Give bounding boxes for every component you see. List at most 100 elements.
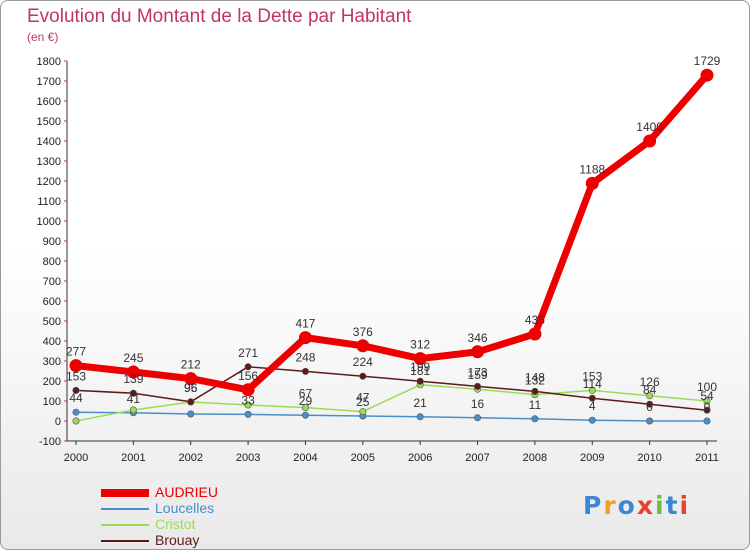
data-label-audrieu-2000: 277	[66, 345, 86, 359]
data-label-audrieu-2005: 376	[353, 325, 373, 339]
x-tick-label-2001: 2001	[121, 452, 145, 464]
point-loucelles-2007	[474, 414, 482, 422]
point-audrieu-2004	[298, 331, 312, 345]
data-label-audrieu-2006: 312	[410, 338, 430, 352]
data-label-loucelles-2000: 44	[69, 391, 83, 405]
y-tick-label-600: 600	[43, 296, 61, 308]
point-audrieu-2000	[69, 359, 83, 373]
y-tick-label-1700: 1700	[37, 76, 61, 88]
point-brouay-2004	[301, 367, 309, 375]
data-label-loucelles-2005: 25	[356, 395, 370, 409]
y-tick-label-1000: 1000	[37, 216, 61, 228]
point-audrieu-2005	[356, 339, 370, 353]
x-tick-label-2005: 2005	[351, 452, 375, 464]
data-label-cristot-2007: 159	[468, 368, 488, 382]
x-tick-label-2010: 2010	[637, 452, 661, 464]
data-label-brouay-2006: 199	[410, 360, 430, 374]
y-tick-label-900: 900	[43, 236, 61, 248]
y-tick-label-100: 100	[43, 396, 61, 408]
data-label-audrieu-2011: 1729	[694, 54, 721, 68]
chart-subtitle: (en €)	[27, 30, 59, 44]
y-tick-label-1300: 1300	[37, 156, 61, 168]
point-audrieu-2011	[700, 68, 714, 82]
y-tick-label-700: 700	[43, 276, 61, 288]
series-line-brouay	[75, 366, 708, 411]
data-label-cristot-2006: 181	[410, 364, 430, 378]
data-label-loucelles-2011: 0	[704, 400, 711, 414]
legend-label-brouay: Brouay	[155, 532, 200, 548]
y-tick-label-1200: 1200	[37, 176, 61, 188]
x-tick-label-2003: 2003	[236, 452, 260, 464]
data-label-brouay-2011: 54	[700, 389, 714, 403]
x-tick-label-2007: 2007	[465, 452, 489, 464]
data-label-brouay-2009: 114	[583, 377, 602, 391]
y-tick-label-200: 200	[43, 376, 61, 388]
data-label-brouay-2005: 224	[353, 355, 373, 369]
data-label-audrieu-2009: 1188	[579, 162, 605, 176]
point-brouay-2002	[187, 398, 195, 406]
data-label-brouay-2010: 84	[643, 383, 657, 397]
x-tick-label-2008: 2008	[523, 452, 547, 464]
y-tick-label-400: 400	[43, 336, 61, 348]
legend-swatch-loucelles	[101, 508, 149, 510]
x-tick-label-2004: 2004	[293, 452, 317, 464]
point-brouay-2009	[588, 394, 596, 402]
legend-label-audrieu: AUDRIEU	[155, 484, 219, 500]
y-tick-label-1400: 1400	[37, 136, 61, 148]
series-line-cristot	[75, 384, 708, 422]
chart-title: Evolution du Montant de la Dette par Hab…	[27, 6, 412, 27]
y-tick-label--100: -100	[39, 436, 61, 448]
data-label-loucelles-2007: 16	[471, 397, 485, 411]
data-label-loucelles-2006: 21	[414, 396, 428, 410]
y-tick-label-1500: 1500	[37, 116, 61, 128]
data-label-audrieu-2008: 435	[525, 313, 545, 327]
point-audrieu-2008	[528, 327, 542, 341]
data-label-cristot-2009: 153	[582, 369, 602, 383]
data-label-audrieu-2004: 417	[295, 317, 315, 331]
legend-swatch-brouay	[101, 540, 149, 542]
data-label-audrieu-2010: 1400	[636, 120, 663, 134]
y-tick-label-1600: 1600	[37, 96, 61, 108]
y-tick-label-1800: 1800	[37, 56, 61, 68]
x-tick-label-2011: 2011	[695, 452, 719, 464]
point-cristot-2001	[129, 406, 137, 414]
data-label-brouay-2004: 248	[295, 350, 315, 364]
data-label-loucelles-2010: 0	[646, 400, 653, 414]
x-tick-label-2006: 2006	[408, 452, 432, 464]
data-label-audrieu-2003: 156	[238, 369, 258, 383]
data-label-cristot-2005: 47	[356, 391, 370, 405]
data-label-loucelles-2009: 4	[589, 399, 596, 413]
data-label-cristot-2004: 67	[299, 387, 313, 401]
point-audrieu-2009	[585, 176, 599, 190]
point-brouay-2010	[646, 400, 654, 408]
data-label-cristot-2011: 100	[697, 380, 717, 394]
point-cristot-2009	[588, 386, 596, 394]
data-label-audrieu-2002: 212	[181, 358, 201, 372]
point-brouay-2000	[72, 386, 80, 394]
point-brouay-2011	[703, 406, 711, 414]
y-tick-label-1100: 1100	[37, 196, 61, 208]
point-cristot-2003	[244, 401, 252, 409]
legend-label-cristot: Cristot	[155, 516, 196, 532]
legend-label-loucelles: Loucelles	[155, 500, 215, 516]
point-audrieu-2010	[643, 134, 657, 148]
legend-swatch-audrieu	[101, 489, 149, 497]
point-brouay-2008	[531, 387, 539, 395]
data-label-brouay-2000: 153	[66, 369, 86, 383]
point-audrieu-2001	[126, 365, 140, 379]
data-label-loucelles-2001: 41	[127, 392, 141, 406]
point-loucelles-2008	[531, 415, 539, 423]
data-label-brouay-2002: 96	[184, 381, 198, 395]
point-cristot-2005	[359, 408, 367, 416]
x-tick-label-2002: 2002	[178, 452, 202, 464]
point-cristot-2011	[703, 397, 711, 405]
point-brouay-2001	[129, 389, 137, 397]
point-loucelles-2003	[244, 410, 252, 418]
data-label-cristot-2010: 126	[640, 375, 660, 389]
series-line-loucelles	[75, 411, 707, 422]
data-label-loucelles-2003: 33	[241, 393, 255, 407]
point-loucelles-2009	[588, 416, 596, 424]
data-label-audrieu-2007: 346	[468, 331, 488, 345]
